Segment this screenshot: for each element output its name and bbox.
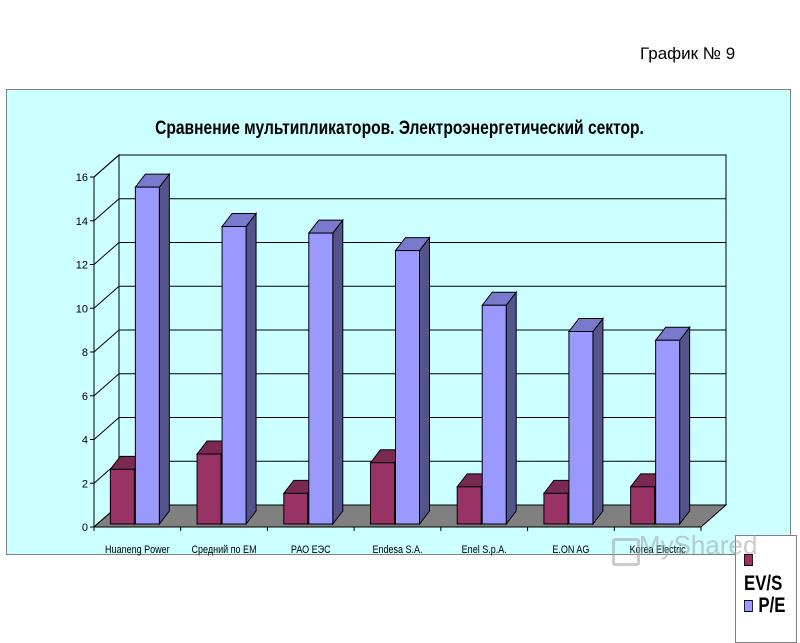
y-tick-label: 12 [76,260,88,272]
x-tick-label: РАО ЕЭС [291,544,331,556]
legend-item-evs: EV/S [744,548,786,596]
x-tick-label: Korea Electric [630,544,686,556]
bar-evs-2 [283,492,309,525]
watermark-logo-icon [612,538,640,566]
y-tick-label: 4 [82,435,88,447]
legend-item-pe: P/E [744,594,785,618]
bar-pe-0 [134,186,160,525]
gridline-side [93,285,120,309]
x-tick-label: Enel S.p.A. [462,544,507,556]
bar-evs-0 [109,468,135,525]
bar-pe-3 [395,250,420,525]
bar-pe-1 [221,226,247,525]
bar-side [592,317,604,526]
legend-swatch-pe [744,600,753,613]
x-tick-label: Endesa S.A. [372,544,422,556]
bar-pe-4 [481,304,507,525]
y-tick-label: 10 [76,303,88,315]
bar-evs-5 [543,492,569,525]
bar-evs-4 [456,486,482,525]
y-tick-label: 14 [76,216,88,228]
bar-evs-3 [370,462,395,525]
bar-evs-6 [630,486,656,525]
bar-pe-2 [308,232,334,525]
bar-side [679,325,691,526]
x-tick-label: E.ON AG [552,544,589,556]
document-label: График № 9 [640,44,736,63]
gridline-side [93,329,120,353]
chart-area: Сравнение мультипликаторов. Электроэнерг… [6,89,797,643]
bar-evs-1 [196,453,222,525]
chart-title: Сравнение мультипликаторов. Электроэнерг… [155,118,644,139]
x-tick-label: Huaneng Power [105,544,170,556]
gridline-side [93,242,120,265]
legend-label-pe: P/E [758,594,786,617]
watermark-text: MyShared [638,530,758,560]
gridline-side [93,373,120,397]
bar-pe-5 [568,331,594,525]
y-tick-label: 2 [82,478,88,490]
watermark: MyShared [610,530,758,561]
bar-pe-6 [655,339,681,525]
bar-side [332,218,344,526]
gridline-side [93,198,120,222]
bar-side [505,290,517,526]
y-tick-label: 8 [82,347,88,359]
legend-swatch-evs [744,554,753,567]
bar-side [245,212,257,526]
x-tick-label: Средний по EM [192,544,257,556]
chart-plot: 0 2 4 6 8 10 12 14 16 Huaneng Power Средний по EM Р… [76,153,728,556]
y-tick-label: 16 [76,172,88,184]
y-tick-label: 6 [82,391,88,403]
legend-label-evs: EV/S [744,572,783,595]
gridline-side [93,417,120,440]
bar-side [419,236,430,526]
bar-side [158,172,170,526]
y-tick-label: 0 [82,522,88,534]
